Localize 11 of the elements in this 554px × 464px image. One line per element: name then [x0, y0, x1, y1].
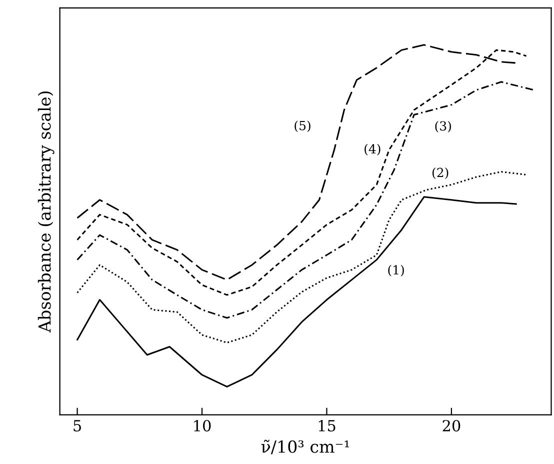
x-tick-label: 20 — [442, 420, 460, 432]
series-label: (2) — [432, 168, 448, 179]
x-tick-label: 15 — [318, 420, 336, 432]
series-label: (3) — [435, 120, 451, 132]
x-tick-label: 10 — [194, 420, 211, 432]
y-axis-title: Absorbance (arbitrary scale) — [38, 92, 54, 333]
x-axis-title: ν̃/10³ cm⁻¹ — [261, 440, 350, 454]
text: (5) — [294, 120, 310, 132]
series-label: (4) — [364, 144, 380, 156]
x-tick-label: 5 — [74, 420, 81, 432]
series-label: (1) — [388, 264, 404, 276]
